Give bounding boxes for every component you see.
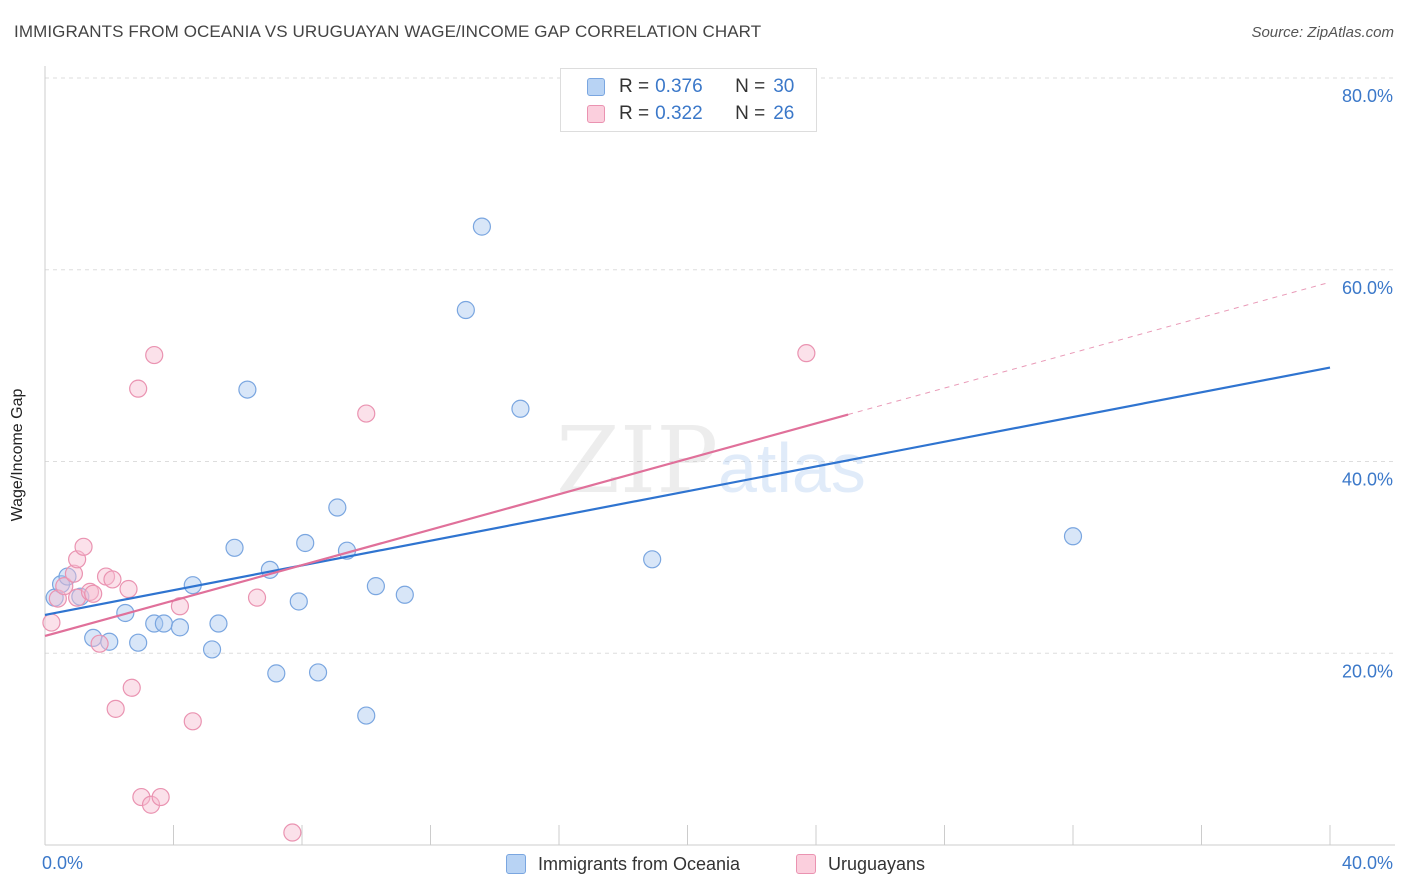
tick-labels: 20.0% 40.0% 60.0% 80.0% 0.0% 40.0% [42, 86, 1393, 873]
oceania-point-26 [456, 300, 475, 320]
oceania-point-8 [145, 614, 164, 633]
oceania-point-17 [267, 664, 286, 683]
legend-swatch-blue [587, 78, 605, 96]
oceania-point-20 [308, 663, 328, 682]
uruguayans-point-3 [64, 564, 84, 583]
uruguayans-point-13 [119, 579, 138, 599]
uruguayans-point-24 [357, 404, 376, 423]
uruguayans-point-25 [797, 344, 816, 363]
oceania-point-19 [296, 533, 315, 553]
uruguayans-point-21 [183, 712, 202, 731]
y-axis-label: Wage/Income Gap [9, 388, 26, 522]
uruguayans-point-15 [129, 379, 148, 398]
legend-n-label: N = [735, 76, 766, 97]
series-oceania-points [45, 217, 1083, 725]
bottom-legend-label-oceania: Immigrants from Oceania [538, 853, 741, 874]
bottom-legend-oceania: Immigrants from Oceania [506, 852, 740, 876]
uruguayans-point-12 [106, 699, 125, 718]
watermark-zip: ZIP [556, 407, 718, 514]
series-uruguayans-points [42, 344, 816, 842]
oceania-point-28 [511, 399, 530, 418]
oceania-point-27 [472, 217, 491, 236]
legend-r-value-pink: 0.322 [655, 103, 703, 124]
bottom-legend-swatch-blue [506, 854, 526, 874]
uruguayans-point-19 [151, 787, 170, 807]
uruguayans-point-22 [247, 588, 267, 607]
trend-line-uruguayans [44, 413, 849, 638]
x-tick-label-1: 40.0% [1342, 853, 1393, 873]
oceania-point-29 [643, 550, 662, 569]
uruguayans-point-18 [145, 345, 164, 365]
legend-n-label: N = [735, 103, 766, 124]
uruguayans-point-17 [141, 795, 161, 814]
trend-line-oceania [44, 366, 1331, 616]
legend-n-value-pink: 26 [773, 103, 795, 124]
legend-n-value-blue: 30 [773, 76, 795, 97]
uruguayans-point-6 [74, 537, 93, 556]
uruguayans-point-0 [42, 613, 61, 632]
oceania-point-15 [238, 380, 257, 399]
trend-lines [44, 281, 1331, 638]
axes [44, 66, 1395, 846]
legend-swatch-pink [587, 105, 605, 123]
uruguayans-point-16 [132, 787, 151, 807]
watermark: ZIP atlas [556, 407, 866, 514]
oceania-point-21 [328, 498, 347, 517]
uruguayans-point-7 [80, 582, 100, 601]
source-label: Source: ZipAtlas.com [1251, 24, 1394, 41]
y-tick-label-3: 80.0% [1342, 86, 1393, 106]
uruguayans-point-14 [122, 678, 141, 697]
oceania-point-30 [1063, 527, 1083, 546]
oceania-point-23 [357, 706, 376, 725]
oceania-point-7 [129, 633, 148, 652]
bottom-legend-uruguayans: Uruguayans [796, 852, 925, 876]
y-tick-label-0: 20.0% [1342, 661, 1393, 681]
oceania-point-24 [366, 577, 385, 596]
uruguayans-point-23 [283, 823, 302, 842]
oceania-point-14 [225, 538, 244, 557]
bottom-legend-swatch-pink [796, 854, 816, 874]
oceania-point-12 [202, 640, 222, 659]
uruguayans-point-11 [103, 570, 122, 589]
legend-r-label: R = [619, 103, 650, 124]
legend-r-label: R = [619, 76, 650, 97]
oceania-point-13 [209, 614, 228, 633]
x-tick-label-0: 0.0% [42, 853, 83, 873]
uruguayans-point-2 [55, 577, 74, 596]
oceania-point-10 [170, 618, 190, 637]
legend-row-oceania: R = 0.376 N = 30 [587, 75, 794, 99]
y-tick-label-2: 60.0% [1342, 278, 1393, 298]
oceania-point-25 [395, 585, 414, 604]
oceania-point-9 [154, 614, 173, 633]
trend-line-uruguayans-extrapolated [847, 281, 1331, 416]
legend-r-value-blue: 0.376 [655, 76, 703, 97]
legend-row-uruguayans: R = 0.322 N = 26 [587, 102, 794, 126]
watermark-atlas: atlas [718, 429, 866, 507]
y-tick-label-1: 40.0% [1342, 470, 1393, 490]
uruguayans-point-9 [90, 634, 109, 653]
chart-title: IMMIGRANTS FROM OCEANIA VS URUGUAYAN WAG… [14, 22, 762, 41]
correlation-legend: R = 0.376 N = 30 R = 0.322 N = 26 [560, 68, 817, 132]
bottom-legend-label-uruguayans: Uruguayans [828, 853, 926, 874]
uruguayans-point-8 [84, 584, 103, 603]
oceania-point-18 [289, 592, 308, 611]
grid-lines [45, 77, 1395, 654]
